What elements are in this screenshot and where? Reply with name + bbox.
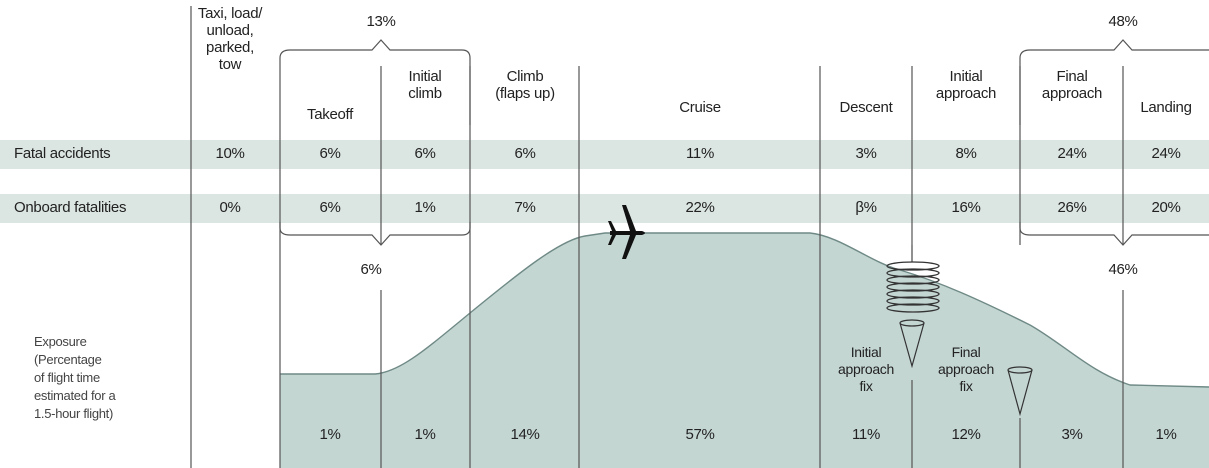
phase-header-initial-climb: Initial climb <box>408 68 442 102</box>
fatal-accidents-label: Fatal accidents <box>14 145 111 162</box>
phase-header-takeoff: Takeoff <box>307 106 353 123</box>
exposure-value-1: 1% <box>319 426 341 443</box>
fatal-accidents-value-6: 8% <box>955 145 977 162</box>
exposure-value-8: 1% <box>1155 426 1177 443</box>
onboard-fatalities-value-5: β% <box>855 199 877 216</box>
takeoff-climb-bottom-brace <box>279 222 471 246</box>
fatal-accidents-band <box>0 140 1209 169</box>
phase-header-initial-approach: Initial approach <box>935 68 997 102</box>
onboard-fatalities-label: Onboard fatalities <box>14 199 127 216</box>
fatal-accidents-value-2: 6% <box>414 145 436 162</box>
onboard-fatalities-value-3: 7% <box>514 199 536 216</box>
fatal-accidents-value-3: 6% <box>514 145 536 162</box>
fatal-accidents-value-0: 10% <box>215 145 245 162</box>
approach-landing-bottom-brace <box>1019 222 1209 246</box>
airplane-icon <box>608 205 645 259</box>
approach-landing-bracket <box>1019 39 1209 246</box>
exposure-value-5: 11% <box>851 426 881 443</box>
approach-landing-top-brace <box>1019 39 1209 125</box>
onboard-fatalities-value-0: 0% <box>219 199 241 216</box>
onboard-fatalities-value-8: 20% <box>1151 199 1181 216</box>
phase-header-taxi: Taxi, load/unload, parked, tow <box>197 5 263 73</box>
onboard-fatalities-band <box>0 194 1209 223</box>
flight-profile-area <box>280 233 1209 468</box>
takeoff-climb-fatalities-total: 6% <box>360 261 382 278</box>
fatal-accidents-value-5: 3% <box>855 145 877 162</box>
onboard-fatalities-value-6: 16% <box>951 199 981 216</box>
onboard-fatalities-value-7: 26% <box>1057 199 1087 216</box>
exposure-value-2: 1% <box>414 426 436 443</box>
phase-header-cruise: Cruise <box>679 99 721 116</box>
takeoff-climb-bracket <box>279 39 471 246</box>
onboard-fatalities-value-4: 22% <box>685 199 715 216</box>
initial-approach-fix-label: Initial approach fix <box>838 344 894 394</box>
holding-pattern-icon <box>886 245 940 313</box>
phase-dividers <box>190 6 1124 468</box>
onboard-fatalities-value-1: 6% <box>319 199 341 216</box>
fatal-accidents-value-7: 24% <box>1057 145 1087 162</box>
onboard-fatalities-value-2: 1% <box>414 199 436 216</box>
approach-landing-fatalities-total: 46% <box>1108 261 1138 278</box>
initial-approach-fix-cone-icon <box>899 319 925 369</box>
exposure-label: Exposure (Percentage of flight time esti… <box>34 334 116 421</box>
exposure-value-4: 57% <box>685 426 715 443</box>
phase-header-final-approach: Final approach <box>1041 68 1103 102</box>
exposure-value-7: 3% <box>1061 426 1083 443</box>
flight-profile-line <box>280 232 1209 388</box>
exposure-value-3: 14% <box>510 426 540 443</box>
approach-landing-accidents-total: 48% <box>1108 13 1138 30</box>
phase-header-landing: Landing <box>1140 99 1192 116</box>
final-approach-fix-cone-icon <box>1007 366 1033 417</box>
fatal-accidents-value-4: 11% <box>685 145 715 162</box>
fatal-accidents-value-1: 6% <box>319 145 341 162</box>
phase-header-descent: Descent <box>839 99 893 116</box>
takeoff-climb-accidents-total: 13% <box>366 13 396 30</box>
fatal-accidents-value-8: 24% <box>1151 145 1181 162</box>
phase-header-climb: Climb (flaps up) <box>495 68 555 102</box>
final-approach-fix-label: Final approach fix <box>938 344 994 394</box>
takeoff-climb-top-brace <box>279 39 471 125</box>
exposure-value-6: 12% <box>951 426 981 443</box>
